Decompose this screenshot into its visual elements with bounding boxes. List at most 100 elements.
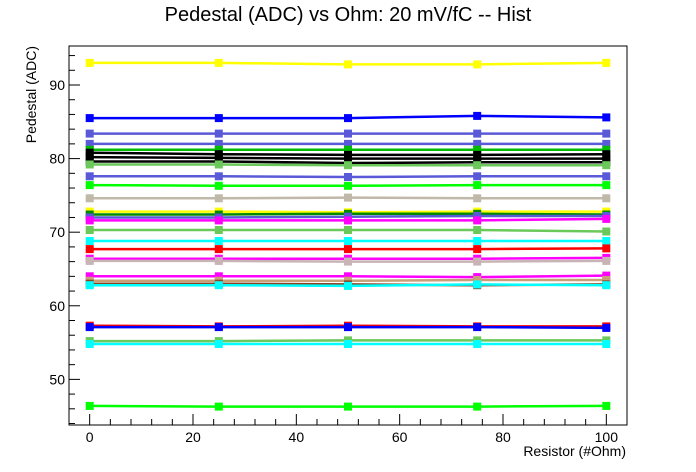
data-point-8-2 <box>344 161 352 170</box>
data-point-29-3 <box>473 402 482 411</box>
chart-title: Pedestal (ADC) vs Ohm: 20 mV/fC -- Hist <box>164 4 532 26</box>
x-tick-label: 60 <box>392 429 408 445</box>
data-point-10-1 <box>214 181 223 190</box>
data-point-28-2 <box>344 340 352 348</box>
data-point-18-0 <box>85 245 94 254</box>
series-24 <box>85 280 611 290</box>
data-point-24-1 <box>214 281 223 290</box>
data-point-17-2 <box>344 237 352 245</box>
data-point-29-2 <box>344 402 352 411</box>
data-point-0-2 <box>344 60 352 69</box>
data-point-8-0 <box>85 160 94 169</box>
data-point-6-2 <box>344 154 352 163</box>
data-point-3-1 <box>214 139 223 148</box>
data-point-11-1 <box>214 194 223 203</box>
data-point-29-4 <box>602 401 611 410</box>
data-point-2-1 <box>214 129 223 138</box>
data-point-15-0 <box>85 216 94 225</box>
data-point-15-2 <box>344 216 352 225</box>
data-point-10-2 <box>344 181 352 190</box>
series-20 <box>85 256 611 266</box>
data-point-2-3 <box>473 129 482 138</box>
series-10 <box>85 181 611 190</box>
data-point-9-2 <box>344 173 352 181</box>
data-point-18-4 <box>602 244 611 253</box>
data-point-21-0 <box>85 272 94 281</box>
data-point-24-4 <box>602 281 611 290</box>
series-15 <box>85 214 611 225</box>
y-axis-label: Pedestal (ADC) <box>23 46 39 143</box>
data-point-14-3 <box>473 212 482 220</box>
data-point-11-2 <box>344 193 352 202</box>
y-tick-label: 90 <box>49 77 65 93</box>
data-point-26-2 <box>344 323 352 332</box>
series-16 <box>85 226 611 236</box>
data-point-11-0 <box>85 194 94 203</box>
data-point-15-4 <box>602 214 611 223</box>
data-point-17-4 <box>602 237 611 245</box>
data-point-11-3 <box>473 194 482 203</box>
data-point-20-2 <box>344 257 352 266</box>
data-point-2-4 <box>602 129 611 138</box>
data-point-8-3 <box>473 161 482 170</box>
data-point-1-3 <box>473 111 482 120</box>
x-tick-label: 0 <box>86 429 94 445</box>
data-point-28-4 <box>602 340 611 348</box>
series-26 <box>85 323 611 332</box>
data-point-9-0 <box>85 172 94 181</box>
data-point-9-1 <box>214 172 223 181</box>
data-point-16-0 <box>85 226 94 234</box>
data-point-21-1 <box>214 272 223 281</box>
data-point-10-0 <box>85 181 94 190</box>
data-point-5-4 <box>602 150 611 159</box>
data-point-9-3 <box>473 172 482 181</box>
series-layer <box>85 58 611 411</box>
data-point-26-3 <box>473 323 482 332</box>
data-point-4-3 <box>473 145 482 154</box>
data-point-1-1 <box>214 114 223 123</box>
data-point-4-2 <box>344 145 352 154</box>
data-point-20-1 <box>214 256 223 265</box>
y-tick-label: 70 <box>49 224 65 240</box>
data-point-4-1 <box>214 145 223 154</box>
data-point-8-4 <box>602 161 611 170</box>
data-point-0-0 <box>85 58 94 67</box>
axis-layer: 0 20 40 60 80 100 50 60 70 80 90 <box>49 55 628 445</box>
data-point-21-2 <box>344 272 352 281</box>
y-tick-label: 50 <box>49 371 65 387</box>
data-point-29-0 <box>85 401 94 410</box>
data-point-22-4 <box>602 276 611 284</box>
data-point-8-1 <box>214 160 223 169</box>
data-point-2-0 <box>85 129 94 138</box>
data-point-6-0 <box>85 153 94 162</box>
data-point-4-4 <box>602 145 611 154</box>
data-point-20-4 <box>602 256 611 265</box>
data-point-2-2 <box>344 129 352 138</box>
data-point-15-1 <box>214 216 223 225</box>
x-tick-label: 80 <box>495 429 511 445</box>
data-point-5-0 <box>85 148 94 157</box>
series-3 <box>85 139 611 148</box>
data-point-16-2 <box>344 226 352 234</box>
data-point-21-4 <box>602 271 611 280</box>
data-point-9-4 <box>602 172 611 181</box>
series-9 <box>85 172 611 181</box>
data-point-26-0 <box>85 323 94 332</box>
series-8 <box>85 160 611 170</box>
data-point-17-1 <box>214 237 223 245</box>
data-point-1-2 <box>344 114 352 123</box>
data-point-0-4 <box>602 58 611 67</box>
data-point-28-0 <box>85 340 94 348</box>
x-tick-label: 20 <box>185 429 201 445</box>
data-point-15-3 <box>473 216 482 225</box>
data-point-10-4 <box>602 181 611 190</box>
data-point-16-1 <box>214 226 223 234</box>
data-point-16-4 <box>602 227 611 236</box>
series-11 <box>85 193 611 203</box>
data-point-20-0 <box>85 256 94 265</box>
data-point-3-3 <box>473 139 482 148</box>
data-point-1-4 <box>602 113 611 122</box>
data-point-20-3 <box>473 257 482 266</box>
data-point-28-1 <box>214 340 223 348</box>
